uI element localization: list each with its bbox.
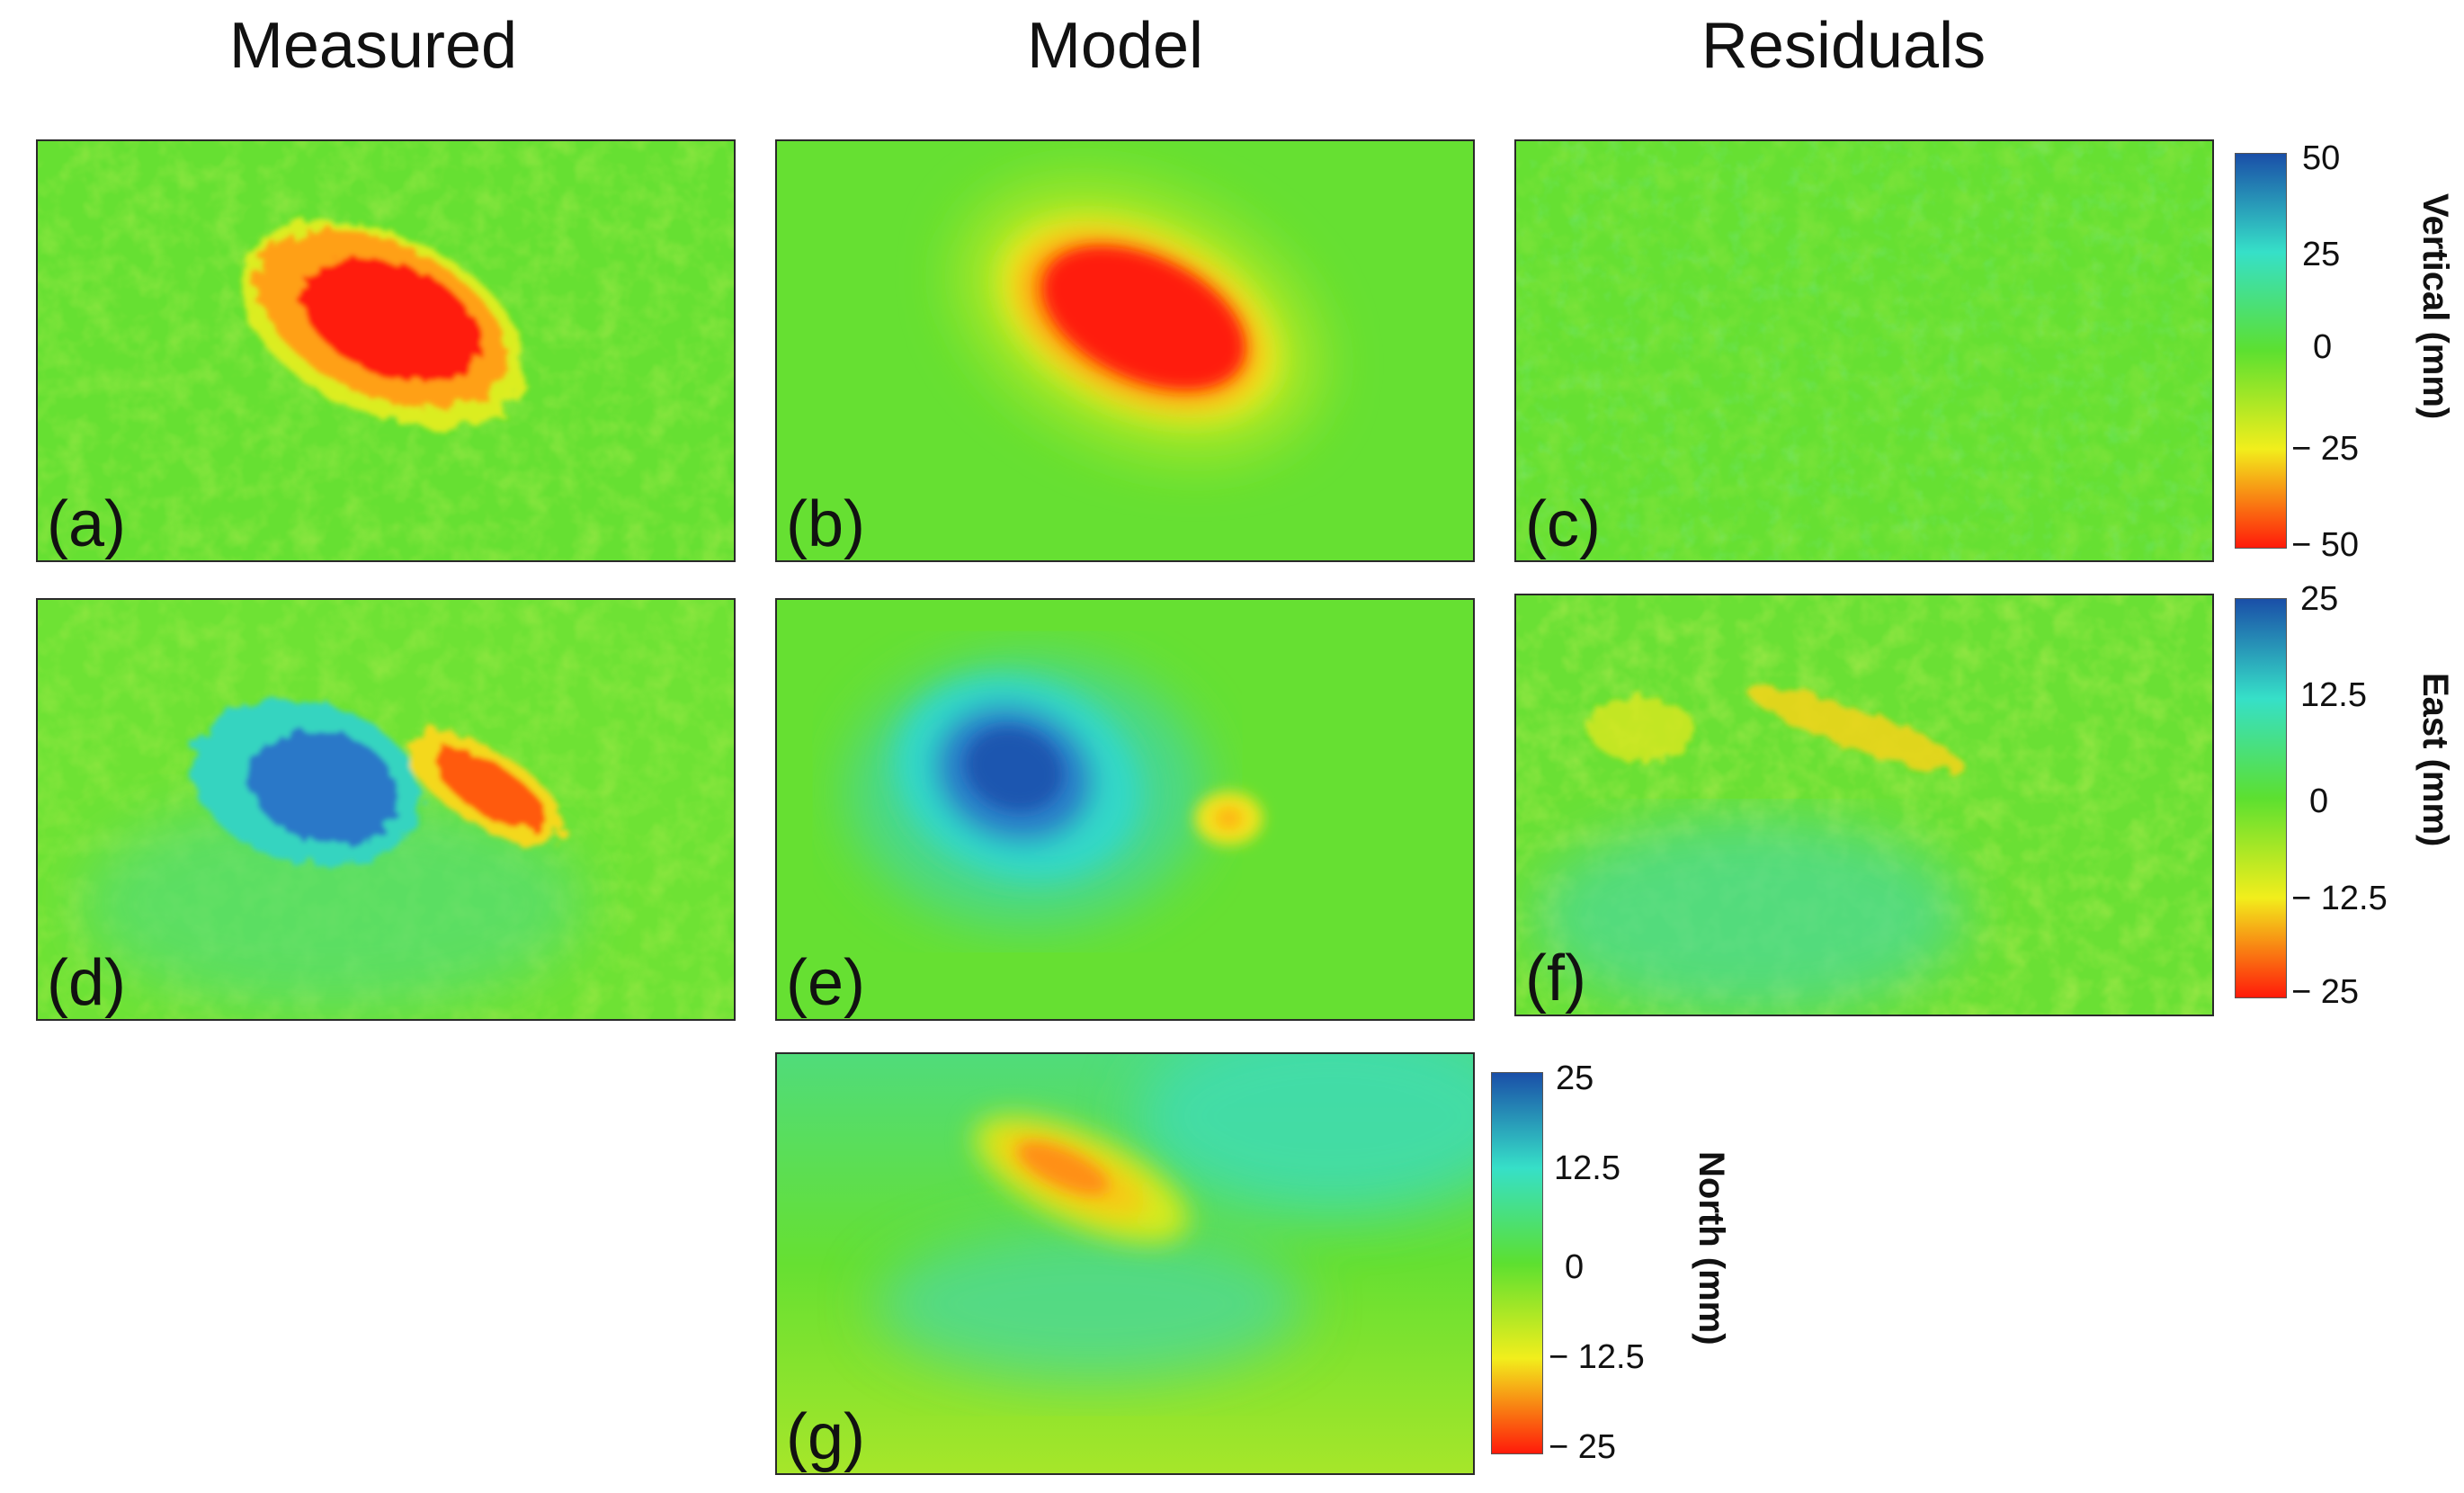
map-e [777, 600, 1473, 1019]
panel-g-model-north: (g) [775, 1052, 1475, 1475]
colorbar-east-tick-0: 0 [2309, 782, 2329, 820]
panel-label-c: (c) [1525, 488, 1601, 560]
colorbar-vertical-label: Vertical (mm) [2415, 193, 2455, 420]
colorbar-north-tick-neg25: − 25 [1549, 1428, 1617, 1466]
colorbar-east-tick-25: 25 [2300, 580, 2339, 618]
panel-label-g: (g) [786, 1401, 865, 1473]
panel-label-a: (a) [47, 488, 126, 560]
column-title-model: Model [1026, 10, 1204, 82]
colorbar-north-label: North (mm) [1692, 1151, 1731, 1345]
panel-a-measured-vertical: (a) [36, 139, 736, 562]
colorbar-north-tick-0: 0 [1565, 1248, 1585, 1286]
map-c [1516, 141, 2212, 560]
colorbar-east [2235, 598, 2287, 998]
colorbar-vertical-tick-0: 0 [2313, 328, 2333, 366]
column-title-measured: Measured [228, 10, 518, 82]
colorbar-north [1491, 1072, 1543, 1454]
colorbar-east-label: East (mm) [2415, 673, 2455, 847]
panel-label-e: (e) [786, 947, 865, 1019]
map-b [777, 141, 1473, 560]
colorbar-east-tick-12-5: 12.5 [2300, 676, 2367, 714]
column-title-residuals: Residuals [1701, 10, 1986, 82]
colorbar-north-tick-25: 25 [1556, 1059, 1594, 1097]
map-g [777, 1054, 1473, 1473]
colorbar-north-tick-neg12-5: − 12.5 [1549, 1338, 1645, 1376]
panel-c-residuals-vertical: (c) [1514, 139, 2214, 562]
panel-d-measured-east: (d) [36, 598, 736, 1021]
colorbar-north-tick-12-5: 12.5 [1554, 1149, 1620, 1187]
map-a [38, 141, 734, 560]
panel-label-b: (b) [786, 488, 865, 560]
colorbar-vertical-tick-25: 25 [2302, 236, 2341, 273]
colorbar-vertical-tick-neg25: − 25 [2291, 430, 2360, 468]
colorbar-east-tick-neg25: − 25 [2291, 973, 2360, 1011]
colorbar-east-tick-neg12-5: − 12.5 [2291, 880, 2388, 917]
colorbar-vertical-tick-neg50: − 50 [2291, 526, 2360, 564]
panel-e-model-east: (e) [775, 598, 1475, 1021]
panel-b-model-vertical: (b) [775, 139, 1475, 562]
panel-f-residuals-east: (f) [1514, 594, 2214, 1016]
colorbar-vertical-tick-50: 50 [2302, 139, 2341, 177]
panel-label-d: (d) [47, 947, 126, 1019]
map-d [38, 600, 734, 1019]
colorbar-vertical [2235, 153, 2287, 549]
panel-label-f: (f) [1525, 943, 1586, 1015]
map-f [1516, 595, 2212, 1015]
